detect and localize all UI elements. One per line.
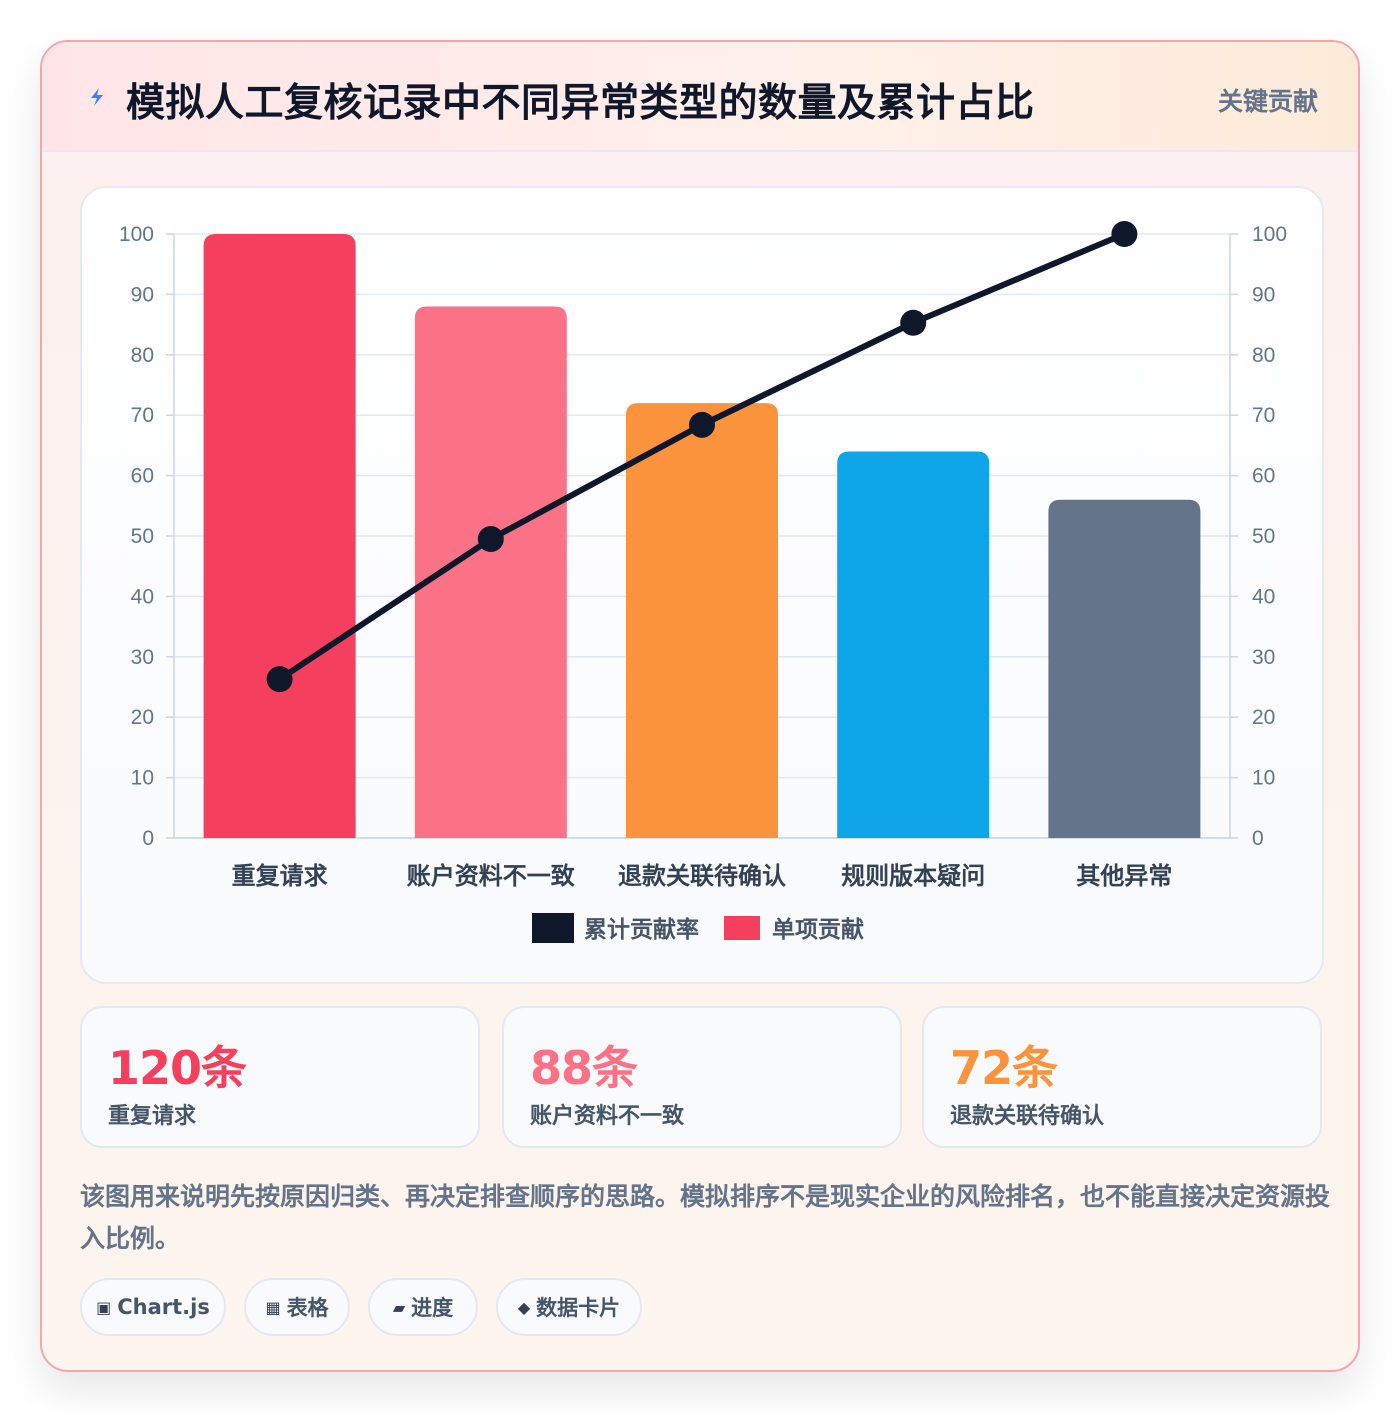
y2-tick-label: 70 (1252, 404, 1275, 427)
stat-card-2: 88条 账户资料不一致 (502, 1006, 902, 1148)
legend-label-cumulative: 累计贡献率 (584, 916, 699, 943)
stat-value: 88条 (530, 1041, 638, 1095)
y2-tick-label: 100 (1252, 223, 1287, 246)
cumulative-point-3 (689, 411, 715, 438)
cumulative-point-1 (266, 666, 293, 693)
y2-tick-label: 10 (1252, 767, 1275, 790)
y-tick-label: 80 (131, 344, 154, 367)
chip-chartjs[interactable]: ▣ Chart.js (80, 1278, 226, 1336)
bar-1 (203, 234, 356, 838)
chip-progress[interactable]: ▰ 进度 (368, 1278, 478, 1336)
y-tick-label: 0 (142, 827, 154, 850)
x-tick-label: 其他异常 (1076, 862, 1172, 890)
chip-data-card[interactable]: ◆ 数据卡片 (496, 1278, 642, 1336)
x-tick-label: 重复请求 (232, 862, 328, 890)
stat-value: 120条 (108, 1041, 247, 1095)
chart-icon: ▣ (96, 1297, 112, 1317)
bar-3 (626, 403, 778, 838)
stat-value: 72条 (950, 1041, 1058, 1095)
y-tick-label: 30 (131, 646, 154, 669)
legend-swatch-cumulative (532, 913, 574, 943)
cumulative-point-2 (477, 526, 504, 553)
chip-table[interactable]: ▦ 表格 (244, 1278, 350, 1336)
chart-panel: 0 0 10 10 20 20 30 30 40 40 50 50 60 60 70 70 80 80 90 90 10… (80, 186, 1324, 984)
y-tick-label: 100 (119, 223, 154, 246)
y2-tick-label: 40 (1252, 585, 1275, 608)
cumulative-point-5 (1111, 221, 1138, 247)
x-tick-label: 退款关联待确认 (618, 862, 786, 890)
y2-tick-label: 60 (1252, 465, 1275, 488)
y2-tick-label: 50 (1252, 525, 1275, 548)
y-tick-label: 70 (131, 404, 154, 427)
chart-card: 模拟人工复核记录中不同异常类型的数量及累计占比 关键贡献 0 0 10 10 20 20 3… (40, 40, 1360, 1372)
y-tick-label: 60 (131, 465, 154, 488)
card-header: 模拟人工复核记录中不同异常类型的数量及累计占比 关键贡献 (42, 42, 1358, 152)
stat-card-3: 72条 退款关联待确认 (922, 1006, 1322, 1148)
progress-icon: ▰ (392, 1297, 406, 1317)
x-tick-label: 规则版本疑问 (841, 862, 985, 890)
pareto-chart: 0 0 10 10 20 20 30 30 40 40 50 50 60 60 70 70 80 80 90 90 10… (119, 221, 1287, 943)
stat-label: 退款关联待确认 (950, 1104, 1105, 1129)
stat-label: 重复请求 (108, 1104, 197, 1129)
y2-tick-label: 0 (1252, 827, 1264, 850)
chip-label: 进度 (411, 1296, 454, 1320)
cumulative-point-4 (900, 309, 927, 336)
y-tick-label: 20 (131, 706, 154, 729)
stat-card-1: 120条 重复请求 (80, 1006, 480, 1148)
y2-tick-label: 80 (1252, 344, 1275, 367)
y-tick-label: 10 (131, 767, 154, 790)
y-tick-label: 90 (131, 283, 154, 306)
bar-4 (837, 451, 990, 838)
y2-tick-label: 30 (1252, 646, 1275, 669)
chart-description: 该图用来说明先按原因归类、再决定排查顺序的思路。模拟排序不是现实企业的风险排名，… (80, 1182, 1331, 1253)
table-icon: ▦ (265, 1297, 281, 1317)
page-title: 模拟人工复核记录中不同异常类型的数量及累计占比 (126, 81, 1035, 126)
y2-tick-label: 20 (1252, 706, 1275, 729)
lightning-icon (91, 88, 103, 106)
legend-label-bar: 单项贡献 (772, 917, 864, 943)
stat-label: 账户资料不一致 (530, 1104, 685, 1129)
y-tick-label: 50 (131, 525, 154, 548)
diamond-icon: ◆ (517, 1297, 531, 1317)
bar-5 (1048, 499, 1201, 838)
legend-swatch-bar (724, 916, 760, 940)
y2-tick-label: 90 (1252, 283, 1275, 306)
chip-label: 表格 (286, 1296, 329, 1320)
y-tick-label: 40 (131, 585, 154, 608)
chip-label: Chart.js (117, 1295, 210, 1319)
bar-2 (414, 306, 567, 839)
key-contribution-tag: 关键贡献 (1217, 87, 1318, 116)
x-tick-label: 账户资料不一致 (407, 862, 576, 890)
chip-label: 数据卡片 (536, 1296, 621, 1320)
